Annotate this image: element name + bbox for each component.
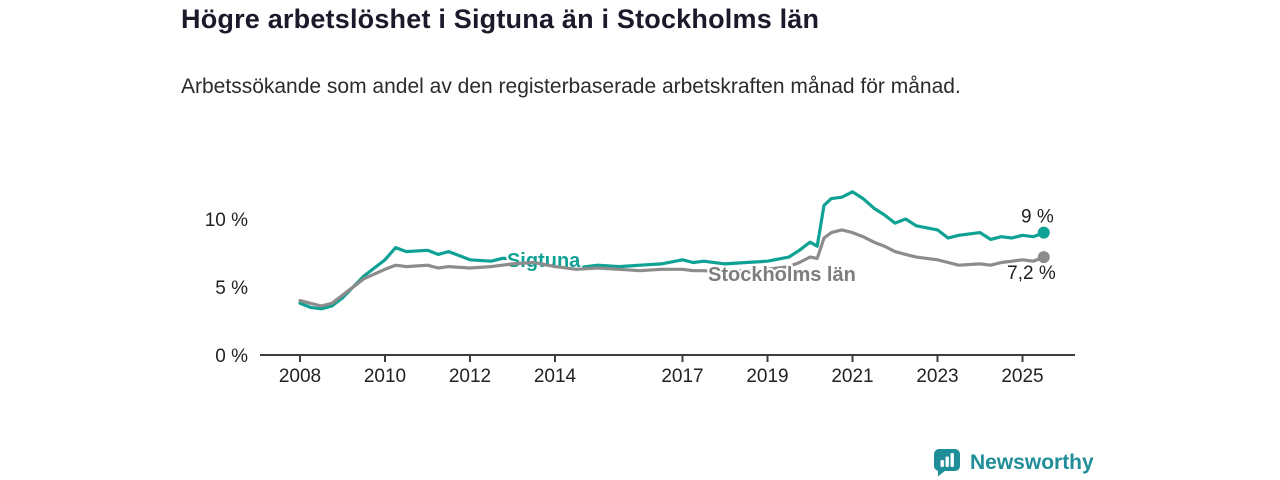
- y-tick-label: 5 %: [215, 278, 248, 299]
- newsworthy-logo-text: Newsworthy: [970, 450, 1094, 474]
- y-tick-label: 0 %: [215, 346, 248, 367]
- x-tick-label: 2019: [746, 366, 788, 387]
- x-tick-label: 2021: [831, 366, 873, 387]
- x-tick-label: 2023: [916, 366, 958, 387]
- x-tick-label: 2008: [279, 366, 321, 387]
- y-tick-label: 10 %: [205, 210, 248, 231]
- series-end-label: 9 %: [1021, 207, 1054, 228]
- newsworthy-logo-icon: [934, 449, 960, 477]
- chart-title: Högre arbetslöshet i Sigtuna än i Stockh…: [181, 4, 820, 34]
- chart-subtitle: Arbetssökande som andel av den registerb…: [181, 75, 961, 98]
- series-end-dot: [1037, 226, 1050, 239]
- x-tick-label: 2010: [364, 366, 406, 387]
- series-line-sigtuna: [298, 190, 1046, 311]
- series-end-dot: [1037, 251, 1050, 264]
- series-end-label: 7,2 %: [1007, 263, 1056, 284]
- x-tick-label: 2012: [449, 366, 491, 387]
- x-tick-label: 2025: [1001, 366, 1043, 387]
- series-label-stockholms-l-n: Stockholms län: [708, 264, 856, 286]
- x-tick-label: 2017: [661, 366, 703, 387]
- branding: Newsworthy: [933, 448, 1094, 477]
- x-tick-label: 2014: [534, 366, 577, 387]
- series-line-stockholms-l-n: [298, 228, 1046, 308]
